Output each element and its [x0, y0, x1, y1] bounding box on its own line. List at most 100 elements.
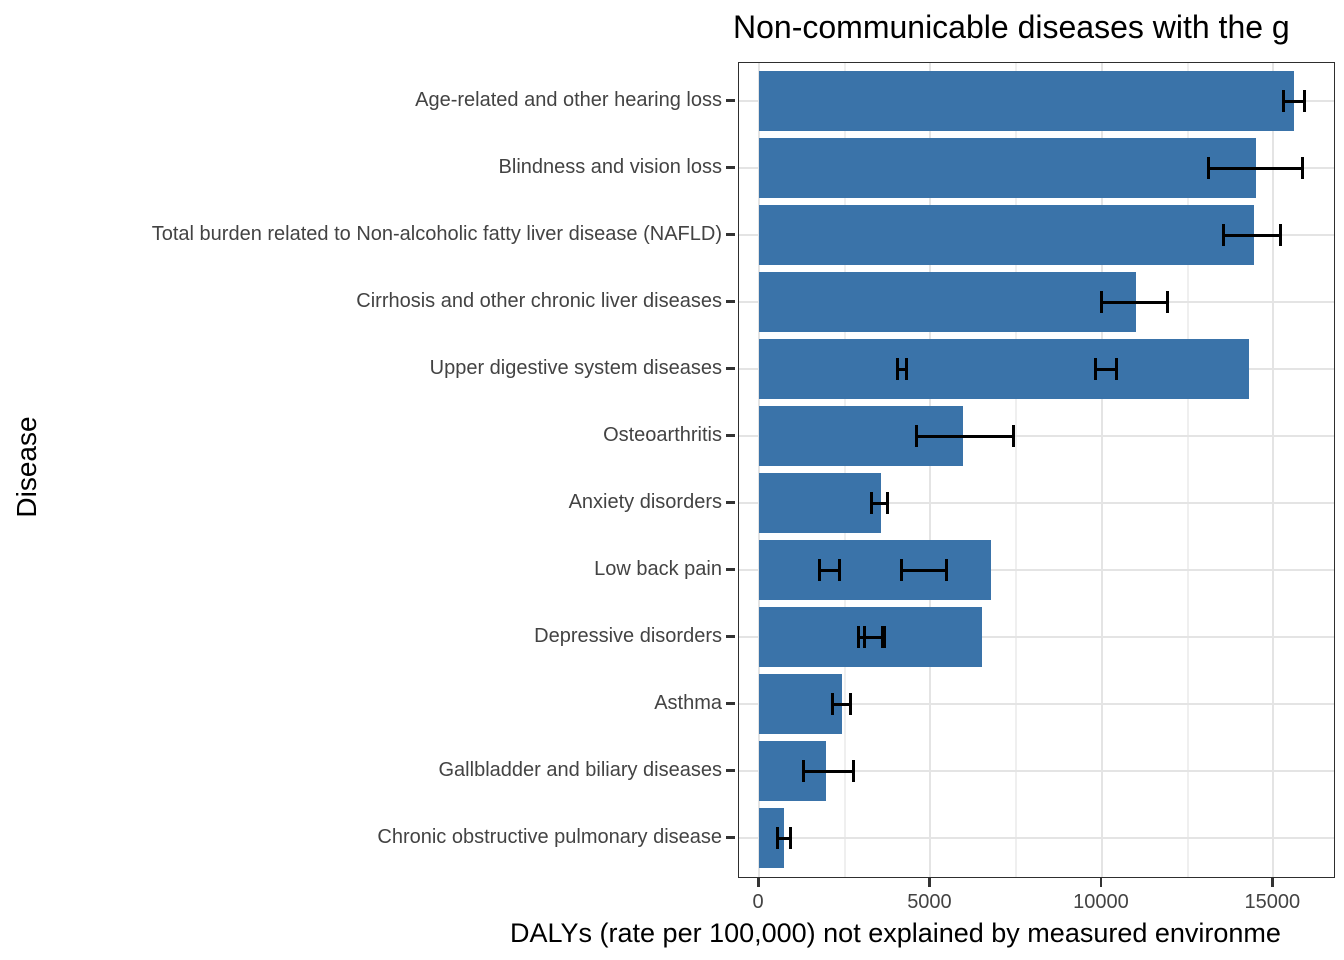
gridline-horizontal — [739, 502, 1334, 504]
error-bar-cap-high — [788, 827, 792, 849]
y-axis-tick-mark — [726, 166, 735, 169]
y-axis-category-label: Depressive disorders — [534, 625, 722, 647]
y-axis-category-label: Low back pain — [594, 558, 722, 580]
gridline-horizontal — [739, 435, 1334, 437]
x-axis-tick-mark — [1099, 878, 1103, 887]
bar — [759, 473, 881, 533]
error-bar-cap-high — [885, 492, 889, 514]
error-bar-cap-low — [1222, 224, 1226, 246]
y-axis-category-label: Gallbladder and biliary diseases — [438, 759, 723, 781]
y-axis-tick-mark — [726, 635, 735, 638]
gridline-major-vertical — [929, 63, 932, 877]
y-axis-tick-mark — [726, 769, 735, 772]
y-axis-tick-mark — [726, 300, 735, 303]
y-axis-tick-mark — [726, 367, 735, 370]
error-bar-line — [1208, 166, 1303, 170]
error-bar-line — [1095, 367, 1117, 371]
x-axis-tick-label: 15000 — [1244, 891, 1301, 913]
y-axis-category-label: Asthma — [654, 692, 722, 714]
error-bar-line — [1283, 99, 1305, 103]
error-bar-cap-low — [915, 425, 919, 447]
bar — [759, 540, 991, 600]
x-axis-tick-mark — [928, 878, 931, 887]
y-axis-tick-mark — [726, 434, 735, 437]
error-bar-line — [864, 635, 885, 639]
error-bar-cap-low — [896, 358, 900, 380]
y-axis-tick-mark — [726, 233, 735, 236]
error-bar-cap-high — [1278, 224, 1282, 246]
gridline-major-vertical — [1272, 63, 1275, 877]
error-bar-cap-low — [831, 693, 835, 715]
error-bar-line — [777, 836, 791, 840]
x-axis-tick-label: 0 — [752, 891, 764, 913]
error-bar-cap-low — [1100, 291, 1104, 313]
error-bar-line — [901, 568, 947, 572]
error-bar-cap-high — [882, 626, 886, 648]
bar — [759, 339, 1250, 399]
chart-title: Non-communicable diseases with the g — [733, 9, 1290, 45]
y-axis-category-label: Anxiety disorders — [568, 491, 722, 513]
error-bar-cap-low — [1094, 358, 1098, 380]
gridline-horizontal — [739, 770, 1334, 772]
gridline-major-vertical — [758, 63, 760, 877]
error-bar-cap-high — [1165, 291, 1169, 313]
error-bar-cap-low — [1282, 90, 1286, 112]
bar — [759, 205, 1255, 265]
error-bar-line — [803, 769, 854, 773]
error-bar-line — [832, 702, 851, 706]
error-bar-cap-low — [1206, 157, 1210, 179]
x-axis-tick-mark — [757, 878, 760, 887]
x-axis-title: DALYs (rate per 100,000) not explained b… — [510, 918, 1281, 948]
error-bar-cap-high — [851, 760, 855, 782]
y-axis-tick-mark — [726, 568, 735, 571]
error-bar-cap-low — [776, 827, 780, 849]
error-bar-cap-low — [801, 760, 805, 782]
x-axis-tick-label: 5000 — [907, 891, 952, 913]
gridline-minor-vertical — [1015, 63, 1018, 877]
error-bar-line — [1223, 233, 1281, 237]
y-axis-tick-mark — [726, 702, 735, 705]
y-axis-category-label: Cirrhosis and other chronic liver diseas… — [356, 290, 722, 312]
error-bar-cap-low — [869, 492, 873, 514]
error-bar-cap-high — [905, 358, 909, 380]
error-bar-cap-high — [1115, 358, 1119, 380]
error-bar-cap-high — [849, 693, 853, 715]
gridline-horizontal — [739, 636, 1334, 638]
error-bar-line — [1101, 300, 1168, 304]
error-bar-cap-high — [1011, 425, 1015, 447]
y-axis-category-label: Chronic obstructive pulmonary disease — [377, 826, 722, 848]
x-axis-tick-mark — [1271, 878, 1274, 887]
error-bar-cap-high — [945, 559, 949, 581]
error-bar-cap-high — [1300, 157, 1304, 179]
x-axis-tick-label: 10000 — [1073, 891, 1129, 913]
bar — [759, 71, 1294, 131]
gridline-horizontal — [739, 703, 1334, 705]
gridline-horizontal — [739, 837, 1334, 839]
error-bar-cap-low — [900, 559, 904, 581]
error-bar-line — [871, 501, 888, 505]
error-bar-line — [819, 568, 840, 572]
gridline-minor-vertical — [1186, 63, 1189, 877]
y-axis-category-label: Age-related and other hearing loss — [415, 89, 722, 111]
gridline-minor-vertical — [843, 63, 846, 877]
bar — [759, 272, 1137, 332]
bar — [759, 674, 843, 734]
gridline-major-vertical — [1100, 63, 1103, 877]
plot-panel — [738, 62, 1335, 878]
error-bar-cap-high — [1302, 90, 1306, 112]
y-axis-category-label: Osteoarthritis — [603, 424, 722, 446]
y-axis-category-label: Blindness and vision loss — [498, 156, 722, 178]
y-axis-category-label: Upper digestive system diseases — [429, 357, 722, 379]
error-bar-cap-low — [856, 626, 860, 648]
y-axis-tick-mark — [726, 99, 735, 102]
error-bar-line — [916, 434, 1014, 438]
error-bar-line — [897, 367, 907, 371]
y-axis-tick-mark — [726, 501, 735, 504]
y-axis-category-label: Total burden related to Non-alcoholic fa… — [151, 223, 722, 245]
error-bar-cap-high — [838, 559, 842, 581]
error-bar-cap-low — [817, 559, 821, 581]
gridline-horizontal — [739, 569, 1334, 571]
bar — [759, 138, 1257, 198]
y-axis-tick-mark — [726, 836, 735, 839]
